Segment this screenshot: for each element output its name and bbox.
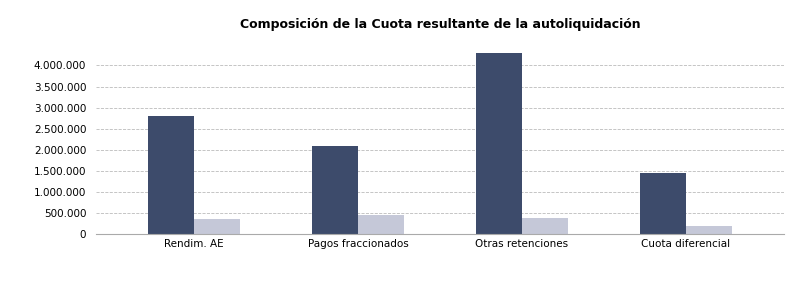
Title: Composición de la Cuota resultante de la autoliquidación: Composición de la Cuota resultante de la…: [240, 18, 640, 31]
Bar: [149, 116, 194, 234]
Bar: [522, 218, 568, 234]
Bar: [194, 219, 240, 234]
Bar: [358, 214, 404, 234]
Bar: [640, 173, 686, 234]
Bar: [312, 146, 358, 234]
Bar: [476, 53, 522, 234]
Bar: [686, 226, 731, 234]
